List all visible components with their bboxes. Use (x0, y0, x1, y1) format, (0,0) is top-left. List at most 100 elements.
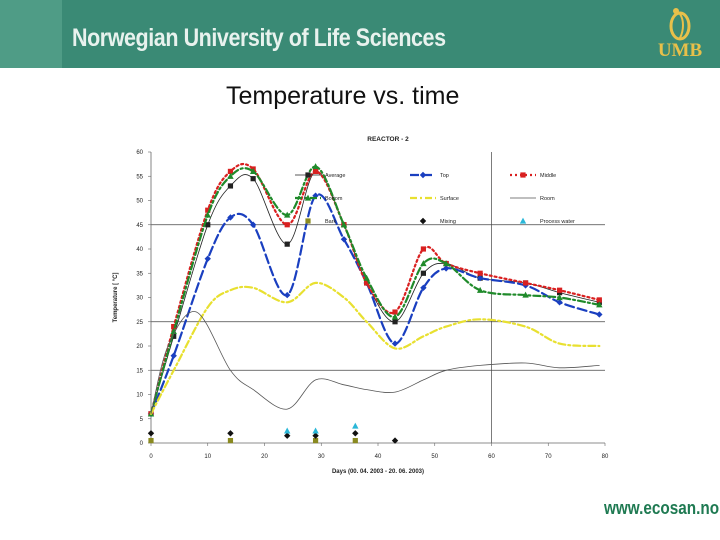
scatter-point-process-water (312, 427, 319, 434)
legend-label-top: Top (440, 173, 449, 179)
umb-logo: UMB (650, 6, 710, 64)
data-point-bottom (522, 291, 529, 298)
scatter-point-process-water (352, 422, 359, 429)
data-point-average (205, 222, 211, 228)
footer-url[interactable]: www.ecosan.no (604, 498, 720, 518)
y-tick-label: 35 (136, 271, 143, 277)
scatter-point-bark (148, 437, 154, 444)
data-point-bottom (363, 274, 370, 281)
y-tick-label: 10 (136, 393, 143, 399)
scatter-point-bark (312, 437, 319, 444)
slide-title: Temperature vs. time (226, 82, 460, 110)
legend-marker-mixing (419, 217, 427, 225)
data-point-bottom (340, 221, 348, 228)
x-tick-label: 60 (488, 454, 495, 460)
data-point-top (442, 265, 450, 272)
x-axis-label: Days (00. 04. 2003 - 20. 06. 2003) (332, 469, 424, 475)
x-tick-label: 20 (261, 454, 268, 460)
data-point-middle (284, 222, 290, 228)
data-point-middle (557, 287, 563, 293)
legend-label-bottom: Bottom (325, 196, 343, 202)
legend-label-room: Room (540, 196, 555, 202)
header-banner: Norwegian University of Life Sciences UM… (0, 0, 720, 68)
legend-label-bark: Bark (325, 219, 337, 225)
scatter-point-mixing (352, 430, 359, 437)
scatter-point-mixing (284, 432, 291, 439)
data-point-top (340, 236, 348, 243)
y-axis-label: Temperature [ °C] (113, 273, 119, 323)
y-tick-label: 55 (136, 174, 143, 180)
series-line-average (150, 170, 600, 415)
data-point-middle (205, 207, 211, 213)
data-point-top (596, 311, 603, 318)
logo-text: UMB (657, 40, 703, 61)
leaf-emblem-icon (669, 8, 691, 41)
data-point-bottom (476, 286, 484, 293)
x-tick-label: 30 (318, 454, 325, 460)
legend-marker-top (419, 171, 427, 179)
data-point-middle (171, 324, 177, 330)
data-point-middle (312, 168, 319, 174)
data-point-middle (596, 297, 602, 303)
legend-marker-average (305, 172, 311, 178)
scatter-point-bark (352, 437, 358, 444)
university-name: Norwegian University of Life Sciences (72, 24, 446, 52)
data-point-bottom (204, 211, 211, 218)
data-point-average (420, 270, 426, 276)
legend-label-middle: Middle (540, 173, 556, 179)
data-point-bottom (227, 172, 234, 179)
y-tick-label: 40 (136, 247, 143, 253)
data-point-bottom (391, 313, 399, 320)
data-point-top (170, 352, 177, 359)
series-line-top (149, 193, 601, 415)
data-point-middle (420, 246, 426, 252)
y-tick-label: 15 (136, 368, 143, 374)
data-point-bottom (556, 294, 563, 301)
series-line-room (150, 311, 600, 415)
data-point-average (392, 319, 398, 325)
x-tick-label: 40 (375, 454, 382, 460)
data-point-middle (477, 270, 483, 276)
x-tick-label: 0 (149, 454, 153, 460)
data-point-top (284, 291, 291, 299)
data-point-bottom (284, 211, 291, 218)
data-point-average (250, 176, 256, 182)
chart-title: REACTOR - 2 (367, 136, 409, 143)
data-point-average (227, 183, 234, 189)
legend-label-process-water: Process water (540, 219, 575, 225)
data-point-top (391, 340, 399, 347)
data-point-top (420, 284, 427, 291)
temperature-chart: REACTOR - 2 0 5 10 15 20 25 30 35 40 45 50 55 60 0 10 20… (113, 136, 609, 475)
legend-marker-bottom (304, 194, 312, 201)
legend-marker-bark (305, 218, 311, 224)
data-point-bottom (312, 163, 319, 170)
data-point-bottom (170, 328, 177, 335)
data-point-bottom (596, 301, 603, 308)
y-tick-label: 50 (136, 199, 143, 205)
y-tick-label: 20 (136, 344, 143, 350)
x-tick-label: 10 (204, 454, 211, 460)
y-tick-label: 5 (140, 417, 144, 423)
data-point-middle (522, 280, 529, 286)
data-point-average (284, 241, 290, 247)
data-point-top (556, 299, 563, 306)
data-point-middle (227, 168, 234, 174)
scatter-point-mixing (391, 437, 399, 444)
data-point-middle (364, 280, 370, 286)
scatter-point-mixing (227, 430, 234, 437)
data-point-top (227, 214, 234, 221)
x-tick-label: 50 (431, 454, 438, 460)
scatter-point-process-water (284, 427, 291, 434)
series-line-bottom (149, 165, 601, 415)
data-point-top (476, 274, 484, 282)
series-line-surface (149, 281, 601, 415)
data-point-middle (392, 309, 398, 315)
legend-marker-middle (520, 172, 526, 178)
legend-label-average: Average (325, 173, 345, 179)
y-tick-label: 60 (136, 150, 143, 156)
data-point-bottom (249, 168, 257, 174)
x-tick-label: 80 (602, 454, 609, 460)
x-tick-label: 70 (545, 454, 552, 460)
legend-label-surface: Surface (440, 196, 459, 202)
scatter-point-mixing (312, 432, 319, 439)
